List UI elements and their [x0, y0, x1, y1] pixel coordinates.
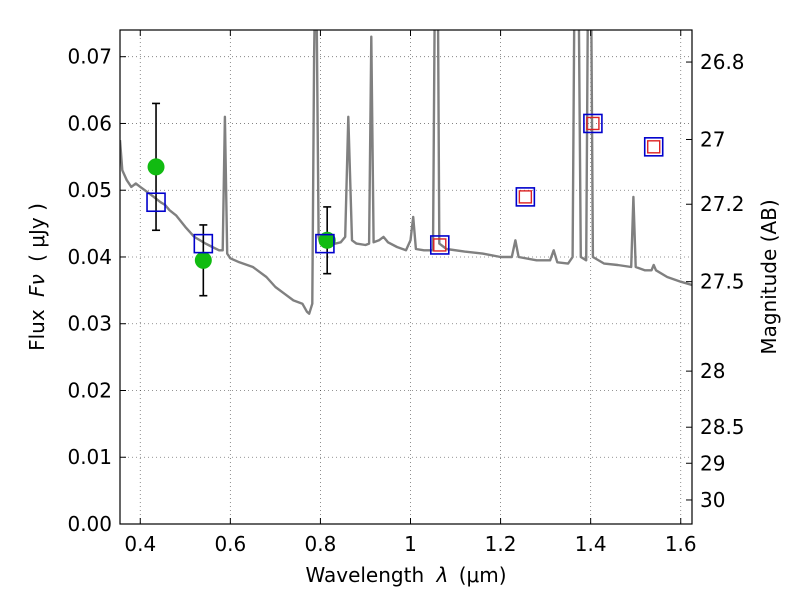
- spectrum-series: [120, 30, 692, 315]
- model-square-blue: [193, 233, 214, 254]
- observed-point: [194, 251, 212, 269]
- model-square-blue: [643, 137, 664, 157]
- y-tick-label: 0.02: [67, 378, 112, 402]
- x-tick-label: 0.8: [305, 532, 337, 556]
- model-square-red: [647, 140, 661, 154]
- model-square-red: [586, 116, 600, 131]
- model-square-blue: [583, 113, 603, 134]
- model-square-red: [433, 238, 447, 252]
- model-square-red: [518, 190, 533, 204]
- y-tick-label: 0.00: [67, 512, 112, 536]
- x-tick-label: 0.6: [214, 532, 246, 556]
- y-tick-label: 0.06: [67, 111, 112, 135]
- x-tick-label: 1.6: [665, 532, 697, 556]
- observed-point: [147, 158, 165, 176]
- y-tick-label: 0.05: [67, 178, 112, 202]
- right-tick-label: 29: [700, 451, 725, 475]
- grid-lines: [120, 30, 692, 525]
- right-tick-label: 27.2: [700, 192, 745, 216]
- right-tick-label: 30: [700, 488, 725, 512]
- observed-point: [318, 231, 336, 249]
- model-square-blue: [515, 187, 536, 207]
- x-tick-label: 0.4: [124, 532, 156, 556]
- x-tick-label: 1.2: [485, 532, 517, 556]
- y-tick-label: 0.01: [67, 445, 112, 469]
- photometry-markers: [146, 102, 664, 297]
- right-tick-label: 27: [700, 127, 725, 151]
- model-square-blue: [429, 235, 450, 255]
- model-square-blue: [315, 233, 335, 254]
- x-tick-label: 1: [404, 532, 417, 556]
- plot-frame: [119, 29, 693, 525]
- right-tick-label: 28: [700, 359, 725, 383]
- y-tick-label: 0.04: [67, 245, 112, 269]
- right-tick-label: 28.5: [700, 415, 745, 439]
- y-tick-label: 0.03: [67, 312, 112, 336]
- right-tick-label: 27.5: [700, 270, 745, 294]
- y-tick-label: 0.07: [67, 45, 112, 69]
- x-axis-label: Wavelength λ (μm): [305, 563, 506, 587]
- right-tick-label: 26.8: [700, 50, 745, 74]
- spectrum-line: [120, 30, 692, 315]
- right-axis-label: Magnitude (AB): [757, 199, 781, 354]
- model-square-blue: [146, 192, 166, 213]
- x-tick-label: 1.4: [575, 532, 607, 556]
- axis-ticks: 0.4 0.6 0.8 1 1.2 1.4 1.6 0.00 0.01 0.02 0.03 0.04 0…: [67, 30, 745, 556]
- y-axis-label: Flux Fν ( μJy ): [25, 203, 49, 351]
